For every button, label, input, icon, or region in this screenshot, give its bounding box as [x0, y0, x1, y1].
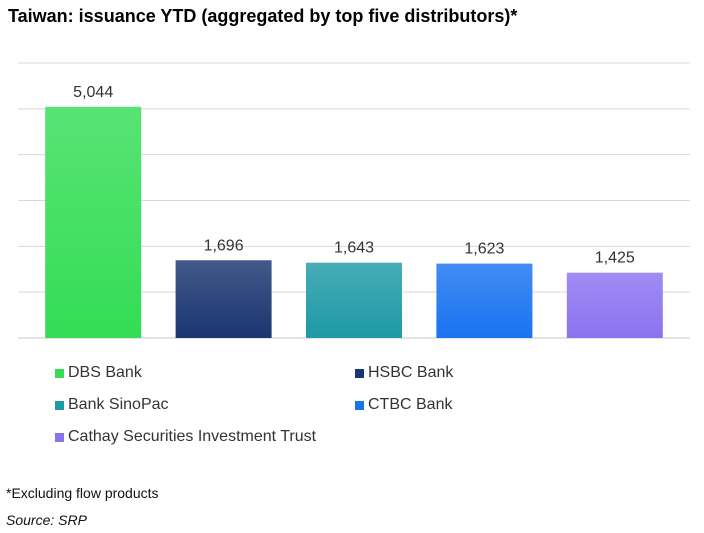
legend-label: CTBC Bank: [368, 396, 453, 413]
legend-item: Bank SinoPac: [55, 396, 169, 414]
legend-label: Bank SinoPac: [68, 396, 169, 413]
bar-chart: 5,044 1,696 1,643 1,623 1,425: [18, 62, 690, 339]
bar-hsbc-bank: [175, 260, 272, 338]
bar-dbs-bank: [45, 106, 142, 338]
bar-cathay-securities-investment-trust: [566, 272, 663, 338]
data-label: 5,044: [73, 84, 113, 101]
value-labels: 5,044 1,696 1,643 1,623 1,425: [73, 84, 635, 267]
legend-label: HSBC Bank: [368, 364, 454, 381]
legend-swatch: [55, 400, 64, 410]
chart-title: Taiwan: issuance YTD (aggregated by top …: [8, 6, 518, 26]
legend-item: HSBC Bank: [355, 364, 453, 382]
data-label: 1,696: [204, 237, 244, 254]
legend-item: CTBC Bank: [355, 396, 452, 414]
legend-item: DBS Bank: [55, 364, 142, 382]
legend-swatch: [55, 368, 64, 378]
data-label: 1,425: [595, 250, 635, 267]
legend-swatch: [355, 400, 364, 410]
bar-ctbc-bank: [436, 263, 533, 338]
legend-label: DBS Bank: [68, 364, 142, 381]
source-note: Source: SRP: [6, 512, 87, 528]
legend-swatch: [355, 368, 364, 378]
bars: [45, 106, 663, 338]
legend-item: Cathay Securities Investment Trust: [55, 428, 316, 446]
legend-swatch: [55, 432, 64, 442]
data-label: 1,623: [464, 241, 504, 258]
footnote: *Excluding flow products: [6, 485, 159, 501]
data-label: 1,643: [334, 240, 374, 257]
legend-label: Cathay Securities Investment Trust: [68, 428, 317, 445]
bar-bank-sinopac: [306, 262, 402, 338]
